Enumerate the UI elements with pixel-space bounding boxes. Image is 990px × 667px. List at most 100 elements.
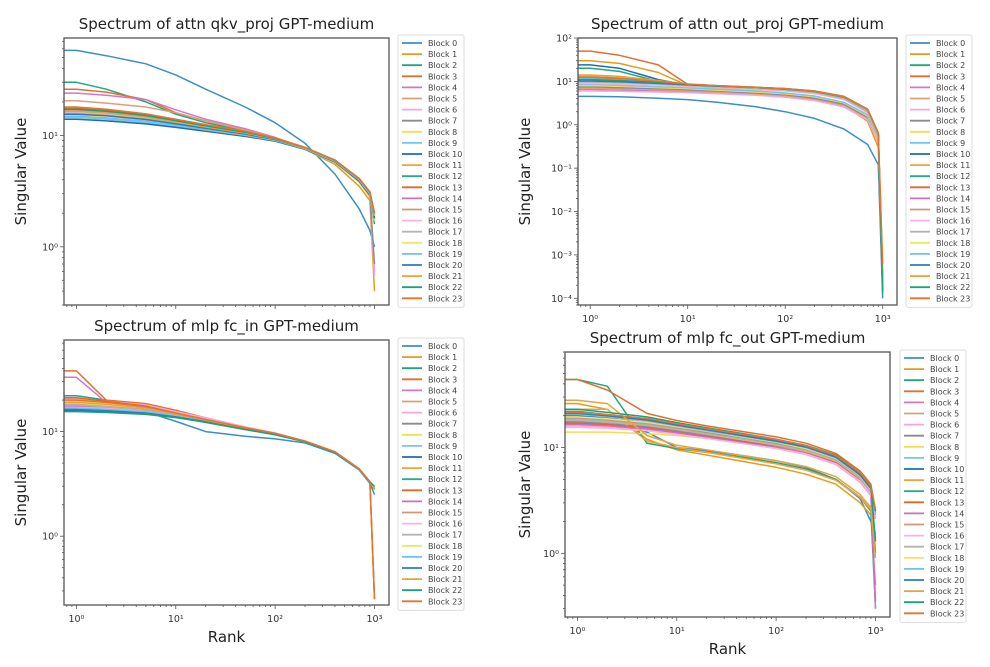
legend: Block 0 Block 1 Block 2 Block 3 Block 4 Block… xyxy=(397,337,465,611)
legend-label: Block 19 xyxy=(428,553,462,562)
legend-label: Block 12 xyxy=(936,172,970,181)
series-line-block-23 xyxy=(578,76,884,265)
legend-label: Block 7 xyxy=(428,420,457,429)
plot-frame xyxy=(564,351,891,618)
legend-label: Block 17 xyxy=(930,543,964,552)
series-line-block-7 xyxy=(64,111,376,265)
legend-item: Block 7 xyxy=(402,420,457,429)
legend-label: Block 0 xyxy=(930,354,959,363)
legend-item: Block 11 xyxy=(402,161,462,170)
legend-item: Block 19 xyxy=(402,250,462,259)
legend-label: Block 5 xyxy=(930,410,959,419)
legend-label: Block 3 xyxy=(936,72,965,81)
legend-item: Block 4 xyxy=(904,398,959,407)
legend-item: Block 17 xyxy=(402,531,462,540)
legend-item: Block 3 xyxy=(402,72,457,81)
legend-label: Block 2 xyxy=(428,61,457,70)
legend-item: Block 2 xyxy=(402,61,457,70)
legend-item: Block 7 xyxy=(402,117,457,126)
legend-label: Block 21 xyxy=(936,272,970,281)
legend-item: Block 7 xyxy=(904,432,959,441)
legend-label: Block 2 xyxy=(936,61,965,70)
series-line-block-2 xyxy=(565,378,877,609)
series-line-block-19 xyxy=(578,77,884,286)
legend-item: Block 14 xyxy=(402,497,462,506)
legend-item: Block 4 xyxy=(402,83,457,92)
legend: Block 0 Block 1 Block 2 Block 3 Block 4 Block… xyxy=(905,34,973,308)
series-line-block-17 xyxy=(578,81,884,286)
legend-label: Block 22 xyxy=(930,598,964,607)
legend-item: Block 12 xyxy=(402,172,462,181)
legend-label: Block 3 xyxy=(428,375,457,384)
legend-label: Block 10 xyxy=(428,453,462,462)
series-line-block-18 xyxy=(578,79,884,269)
legend-item: Block 15 xyxy=(904,521,964,530)
x-tick-label: 10¹ xyxy=(168,614,184,625)
legend-label: Block 1 xyxy=(428,353,457,362)
legend-label: Block 11 xyxy=(930,476,964,485)
legend-label: Block 16 xyxy=(930,532,964,541)
legend-item: Block 2 xyxy=(910,61,965,70)
y-tick-label: 10¹ xyxy=(556,77,572,88)
legend-item: Block 10 xyxy=(402,150,462,159)
x-tick-label: 10² xyxy=(267,614,283,625)
legend-label: Block 1 xyxy=(930,365,959,374)
legend-label: Block 21 xyxy=(428,272,462,281)
legend-label: Block 19 xyxy=(930,565,964,574)
series-line-block-9 xyxy=(64,406,376,490)
legend-item: Block 23 xyxy=(904,609,964,618)
legend-label: Block 20 xyxy=(428,564,462,573)
legend-label: Block 6 xyxy=(936,106,965,115)
legend-label: Block 3 xyxy=(428,72,457,81)
legend-item: Block 6 xyxy=(402,106,457,115)
legend-label: Block 8 xyxy=(428,431,457,440)
series-line-block-3 xyxy=(64,88,376,219)
legend-item: Block 18 xyxy=(402,239,462,248)
series-line-block-9 xyxy=(578,83,884,286)
panel-fcout: Spectrum of mlp fc_out GPT-medium Singula… xyxy=(516,329,967,658)
legend-item: Block 21 xyxy=(402,575,462,584)
legend-label: Block 12 xyxy=(428,475,462,484)
series-line-block-8 xyxy=(565,431,877,516)
legend-item: Block 17 xyxy=(910,228,970,237)
legend-item: Block 10 xyxy=(904,465,964,474)
series-line-block-11 xyxy=(64,402,376,490)
legend-label: Block 23 xyxy=(428,294,462,303)
x-tick-label: 10⁰ xyxy=(569,626,585,637)
x-tick-label: 10⁰ xyxy=(68,614,84,625)
legend-label: Block 2 xyxy=(428,364,457,373)
legend-label: Block 10 xyxy=(930,465,964,474)
legend-item: Block 13 xyxy=(402,486,462,495)
series-line-block-19 xyxy=(64,115,376,214)
series-line-block-17 xyxy=(64,404,376,489)
legend-label: Block 12 xyxy=(930,487,964,496)
legend-label: Block 13 xyxy=(936,183,970,192)
legend-item: Block 14 xyxy=(910,194,970,203)
series-line-block-6 xyxy=(578,90,884,286)
legend-label: Block 18 xyxy=(428,542,462,551)
legend-item: Block 15 xyxy=(402,509,462,518)
series-line-block-23 xyxy=(565,411,877,510)
legend-item: Block 1 xyxy=(904,365,959,374)
legend-label: Block 15 xyxy=(428,509,462,518)
series-line-block-1 xyxy=(64,109,376,292)
y-tick-label: 10¹ xyxy=(42,131,58,142)
legend-item: Block 3 xyxy=(910,72,965,81)
legend-item: Block 14 xyxy=(402,194,462,203)
legend-item: Block 20 xyxy=(910,261,970,270)
series-group xyxy=(578,50,884,299)
y-tick-label: 10⁰ xyxy=(543,549,559,560)
legend-item: Block 20 xyxy=(904,576,964,585)
legend-item: Block 7 xyxy=(910,117,965,126)
series-line-block-8 xyxy=(64,400,376,490)
legend-item: Block 0 xyxy=(904,354,959,363)
x-axis-label: Rank xyxy=(709,640,747,658)
legend-label: Block 14 xyxy=(428,497,462,506)
legend-label: Block 23 xyxy=(936,294,970,303)
y-axis-label: Singular Value xyxy=(12,419,30,527)
legend-item: Block 6 xyxy=(904,421,959,430)
series-line-block-23 xyxy=(64,399,376,600)
legend-label: Block 16 xyxy=(428,520,462,529)
legend-item: Block 23 xyxy=(402,597,462,606)
